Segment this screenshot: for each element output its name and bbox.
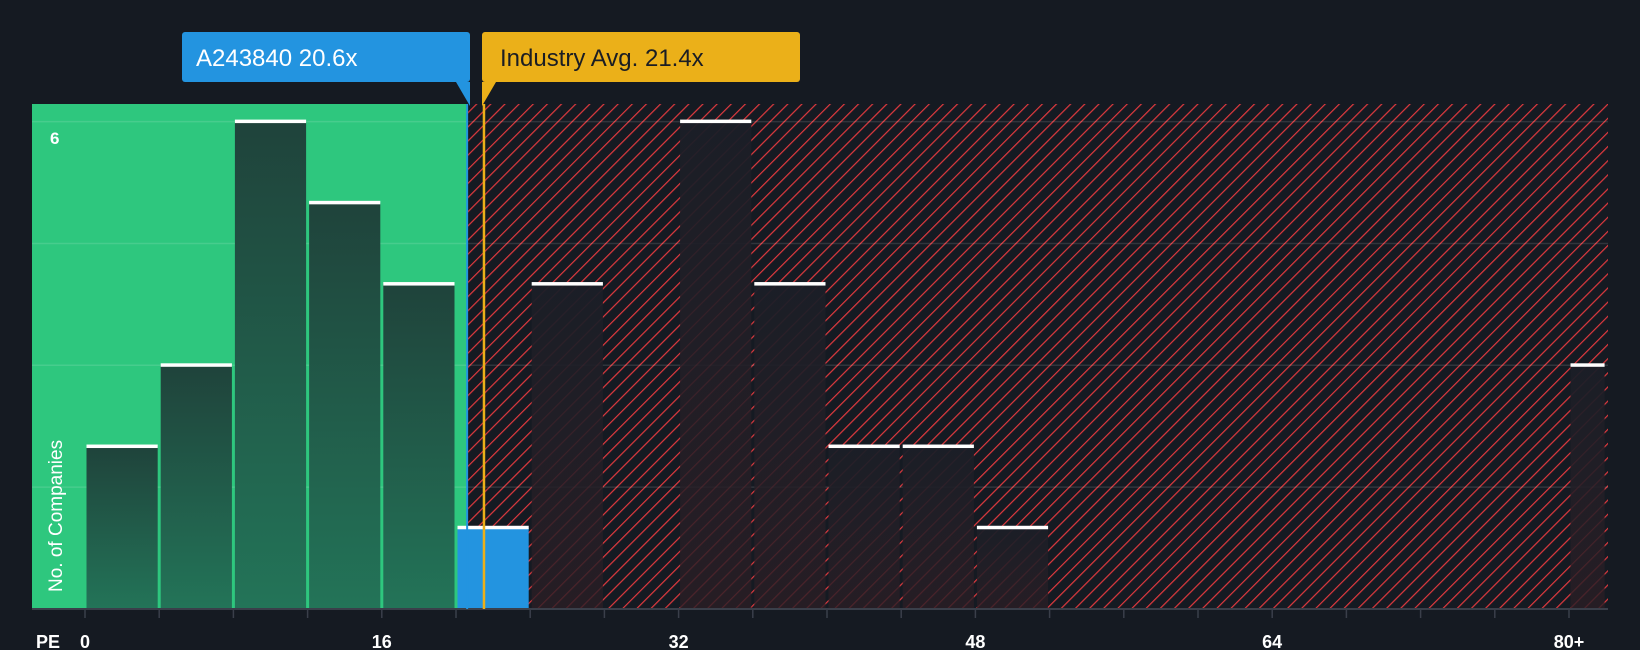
bar-top-cap [754, 282, 826, 286]
histogram-bar [383, 284, 455, 609]
x-tick-label: 0 [80, 632, 90, 650]
bar-top-cap [309, 200, 381, 205]
bar-top-cap [160, 363, 232, 367]
histogram-bar [1570, 365, 1605, 609]
x-tick-label: 32 [669, 632, 689, 650]
histogram-bar [309, 202, 381, 610]
histogram-bar [457, 527, 529, 609]
histogram-bar [234, 121, 307, 609]
x-tick-label: 80+ [1554, 632, 1585, 650]
bar-top-cap [828, 444, 900, 449]
histogram-bar [828, 446, 900, 609]
histogram-bar [160, 365, 232, 609]
company-label-text: A243840 20.6x [196, 45, 357, 72]
bar-top-cap [457, 525, 529, 530]
x-axis-label: PE [36, 632, 60, 650]
histogram-bar [902, 446, 974, 609]
y-axis-label: No. of Companies [46, 440, 67, 592]
bar-top-cap [902, 444, 974, 449]
bar-top-cap [86, 444, 158, 449]
histogram-bar [976, 527, 1049, 609]
bar-top-cap [976, 525, 1049, 530]
histogram-bar [531, 284, 603, 609]
bar-top-cap [383, 282, 455, 286]
industry-label: Industry Avg. 21.4x [482, 32, 800, 106]
histogram-bar [754, 284, 826, 609]
company-label: A243840 20.6x [182, 32, 470, 106]
x-tick-label: 64 [1262, 632, 1282, 650]
industry-label-text: Industry Avg. 21.4x [500, 45, 704, 72]
bar-top-cap [531, 282, 603, 286]
x-tick-label: 48 [965, 632, 985, 650]
bar-top-cap [234, 119, 307, 124]
histogram-bar [680, 121, 752, 609]
overvalued-zone [467, 104, 1608, 609]
x-tick-label: 16 [372, 632, 392, 650]
y-tick-6: 6 [50, 129, 59, 148]
bar-top-cap [680, 119, 752, 124]
histogram-bar [86, 446, 158, 609]
bar-top-cap [1570, 363, 1605, 367]
